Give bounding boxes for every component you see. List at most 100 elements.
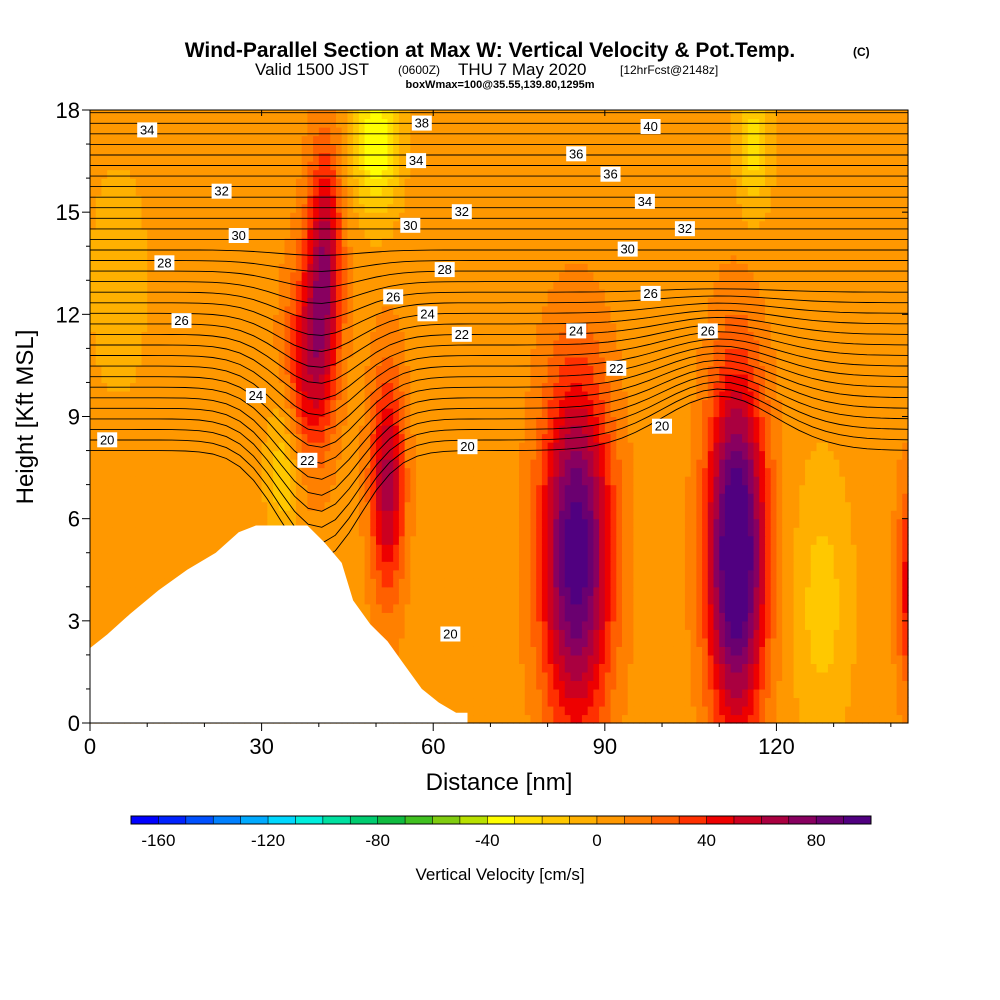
w-cell — [347, 544, 354, 554]
w-cell — [873, 493, 880, 503]
w-cell — [410, 620, 417, 630]
w-cell — [610, 518, 617, 528]
w-cell — [902, 688, 909, 699]
w-cell — [719, 459, 726, 469]
w-cell — [147, 476, 154, 486]
w-cell — [713, 433, 720, 443]
w-cell — [273, 484, 280, 494]
w-cell — [290, 501, 297, 511]
w-cell — [856, 476, 863, 486]
w-cell — [175, 467, 183, 477]
w-cell — [330, 425, 337, 435]
w-cell — [450, 595, 457, 605]
w-cell — [393, 433, 400, 443]
w-cell — [416, 425, 423, 435]
w-cell — [227, 425, 234, 435]
w-cell — [233, 501, 240, 511]
w-cell — [467, 484, 474, 494]
w-cell — [650, 637, 657, 647]
w-cell — [896, 654, 903, 664]
w-cell — [353, 433, 360, 443]
w-cell — [152, 578, 160, 588]
w-cell — [581, 442, 589, 452]
w-cell — [387, 527, 394, 537]
w-cell — [341, 527, 349, 537]
w-cell — [90, 476, 97, 486]
w-cell — [719, 476, 726, 486]
w-cell — [845, 620, 852, 630]
w-cell — [364, 595, 371, 605]
w-cell — [141, 578, 148, 588]
w-cell — [805, 646, 812, 656]
w-cell — [261, 425, 268, 435]
w-cell — [616, 620, 623, 630]
w-cell — [559, 527, 566, 537]
w-cell — [507, 518, 514, 528]
w-cell — [816, 433, 823, 443]
w-cell — [490, 688, 497, 699]
w-cell — [564, 637, 572, 647]
w-cell — [873, 714, 880, 724]
w-cell — [604, 603, 612, 613]
w-cell — [856, 544, 863, 554]
w-cell — [753, 603, 760, 613]
w-cell — [427, 561, 434, 571]
w-cell — [215, 493, 223, 503]
w-cell — [827, 705, 835, 716]
w-cell — [473, 705, 480, 716]
w-cell — [290, 442, 297, 452]
w-cell — [381, 484, 389, 494]
w-cell — [873, 612, 880, 622]
w-cell — [141, 595, 148, 605]
w-cell — [822, 697, 829, 707]
w-cell — [673, 459, 680, 469]
w-cell — [381, 459, 389, 469]
w-cell — [318, 510, 326, 520]
w-cell — [307, 484, 314, 494]
w-cell — [135, 459, 143, 469]
w-cell — [324, 493, 331, 503]
w-cell — [833, 459, 840, 469]
w-cell — [398, 535, 406, 545]
w-cell — [902, 612, 909, 622]
w-cell — [867, 697, 875, 707]
w-cell — [496, 459, 503, 469]
w-cell — [684, 484, 692, 494]
w-cell — [690, 484, 697, 494]
w-cell — [639, 518, 646, 528]
w-cell — [787, 578, 795, 588]
w-cell — [410, 535, 417, 545]
w-cell — [707, 680, 715, 690]
w-cell — [610, 425, 617, 435]
w-cell — [398, 493, 406, 503]
w-cell — [639, 442, 646, 452]
w-cell — [295, 493, 303, 503]
w-cell — [787, 620, 795, 630]
w-cell — [404, 442, 411, 452]
w-cell — [107, 484, 114, 494]
w-cell — [896, 493, 903, 503]
w-cell — [730, 433, 737, 443]
w-cell — [313, 467, 320, 477]
w-cell — [536, 493, 543, 503]
w-cell — [507, 510, 514, 520]
w-cell — [507, 637, 514, 647]
w-cell — [530, 442, 537, 452]
w-cell — [644, 467, 652, 477]
w-cell — [570, 697, 577, 707]
w-cell — [816, 654, 823, 664]
w-cell — [564, 680, 572, 690]
w-cell — [496, 612, 503, 622]
w-cell — [684, 629, 692, 639]
w-cell — [135, 433, 143, 443]
w-cell — [587, 535, 594, 545]
w-cell — [335, 552, 343, 562]
w-cell — [501, 459, 509, 469]
w-cell — [387, 535, 394, 545]
w-cell — [456, 561, 463, 571]
w-cell — [370, 569, 377, 579]
w-cell — [684, 714, 692, 724]
w-cell — [541, 476, 549, 486]
w-cell — [667, 671, 675, 682]
w-cell — [427, 527, 434, 537]
